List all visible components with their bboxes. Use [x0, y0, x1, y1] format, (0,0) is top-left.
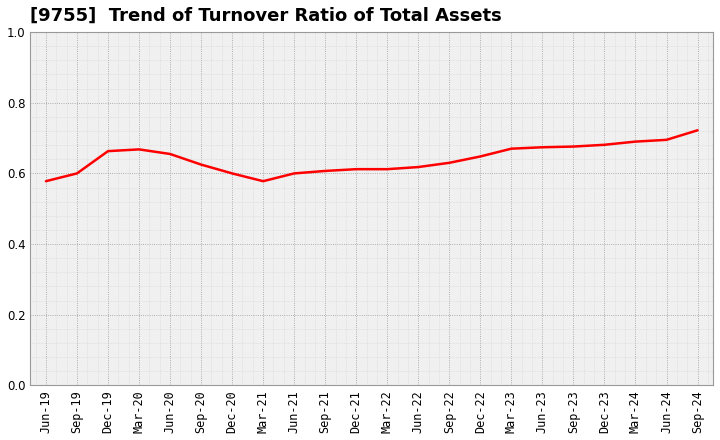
Text: [9755]  Trend of Turnover Ratio of Total Assets: [9755] Trend of Turnover Ratio of Total …	[30, 7, 502, 25]
